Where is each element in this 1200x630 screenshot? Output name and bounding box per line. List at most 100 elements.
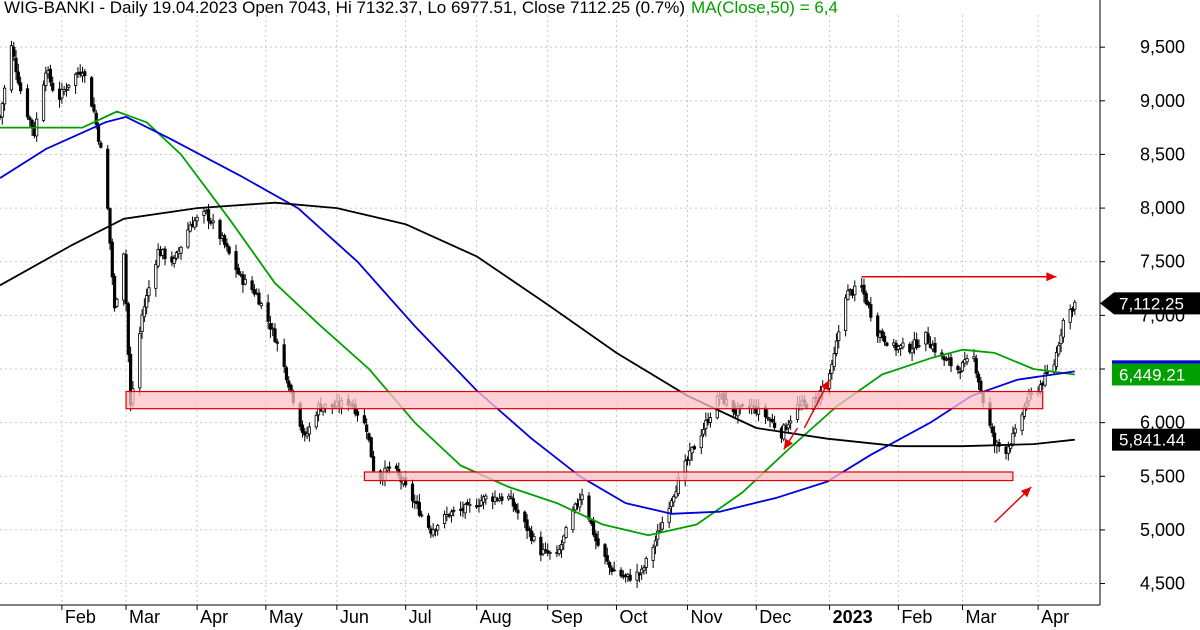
candle-body xyxy=(266,302,270,322)
candle-body xyxy=(862,284,866,295)
candle-body xyxy=(708,417,713,423)
candle-body xyxy=(250,280,254,291)
candle-body xyxy=(174,252,179,259)
x-tick-label: Mar xyxy=(966,607,997,627)
candlestick-series xyxy=(0,40,1077,588)
candle-body xyxy=(1070,308,1075,312)
candle-body xyxy=(594,533,598,542)
y-tick-label: 9,000 xyxy=(1140,91,1185,111)
candle-body xyxy=(92,104,96,112)
candle-body xyxy=(420,514,424,517)
candle-body xyxy=(1054,352,1059,367)
candle-body xyxy=(516,509,520,514)
x-tick-label: Feb xyxy=(65,607,96,627)
candle-body xyxy=(236,267,240,275)
y-tick-label: 5,500 xyxy=(1140,466,1185,486)
support-zone xyxy=(125,390,1044,410)
candle-body xyxy=(60,89,64,99)
candle-body xyxy=(770,418,774,423)
candle-body xyxy=(307,426,311,435)
candle-body xyxy=(869,304,873,318)
candle-body xyxy=(300,424,305,433)
candle-body xyxy=(145,295,149,308)
candle-body xyxy=(949,357,953,367)
candle-body xyxy=(202,210,206,216)
candle-body xyxy=(635,571,639,581)
candle-body xyxy=(644,558,648,568)
y-tick-label: 6,000 xyxy=(1140,413,1185,433)
candle-body xyxy=(880,330,884,339)
candle-body xyxy=(28,117,32,121)
candle-body xyxy=(640,568,644,574)
candle-body xyxy=(972,356,976,360)
candle-body xyxy=(431,529,435,536)
candle-body xyxy=(612,569,616,572)
candle-body xyxy=(186,229,190,248)
candle-body xyxy=(195,216,199,222)
candle-body xyxy=(846,290,850,300)
candle-body xyxy=(115,298,119,307)
candle-body xyxy=(2,87,7,105)
candle-body xyxy=(965,358,969,363)
annotation-arrow-head xyxy=(820,379,830,391)
candle-body xyxy=(259,303,263,307)
candle-body xyxy=(355,411,360,416)
candle-body xyxy=(284,367,289,381)
candle-body xyxy=(172,258,176,264)
candle-body xyxy=(417,502,421,516)
ma100-line xyxy=(0,116,1075,515)
candle-body xyxy=(44,72,48,86)
candle-body xyxy=(956,366,960,371)
candle-body xyxy=(848,289,852,291)
candle-body xyxy=(562,535,566,544)
candle-body xyxy=(653,540,658,547)
candle-body xyxy=(477,505,481,507)
candle-body xyxy=(222,235,227,245)
candle-body xyxy=(41,84,46,121)
candle-body xyxy=(74,73,78,86)
candle-body xyxy=(525,519,529,531)
candle-body xyxy=(834,340,839,354)
candle-body xyxy=(154,264,158,289)
candle-body xyxy=(882,335,887,343)
candle-body xyxy=(1073,301,1077,310)
candle-body xyxy=(1068,309,1072,323)
candle-body xyxy=(926,333,930,344)
candle-body xyxy=(110,241,114,278)
candle-body xyxy=(436,525,440,531)
candle-body xyxy=(287,380,291,388)
candle-body xyxy=(206,209,211,222)
candle-body xyxy=(704,420,708,429)
x-tick-label: Jun xyxy=(340,607,369,627)
candle-body xyxy=(211,220,215,224)
candle-body xyxy=(19,82,23,92)
candle-body xyxy=(509,496,513,499)
y-tick-label: 5,000 xyxy=(1140,520,1185,540)
candle-body xyxy=(876,315,880,337)
candle-body xyxy=(527,528,531,531)
header-ma-text: MA(Close,50) = 6,4 xyxy=(691,0,838,17)
candle-body xyxy=(789,420,793,424)
candle-body xyxy=(543,549,548,551)
candle-body xyxy=(786,424,790,429)
candle-body xyxy=(1011,433,1015,445)
candle-body xyxy=(452,509,456,512)
candle-body xyxy=(442,514,447,524)
candle-body xyxy=(142,306,146,318)
candle-body xyxy=(51,82,55,91)
annotation-arrow-head xyxy=(1046,272,1057,282)
candle-body xyxy=(0,103,4,118)
price-label-text: 5,841.44 xyxy=(1119,431,1185,450)
candle-body xyxy=(67,84,71,88)
chart-header: WIG-BANKI - Daily 19.04.2023 Open 7043, … xyxy=(4,0,838,17)
candle-body xyxy=(530,530,534,542)
candle-body xyxy=(688,450,692,461)
candle-body xyxy=(1020,414,1024,431)
candle-body xyxy=(853,285,857,296)
price-label-box xyxy=(1100,292,1200,315)
candle-body xyxy=(674,491,678,498)
candle-body xyxy=(656,530,660,540)
annotation-arrows xyxy=(783,272,1057,523)
candle-body xyxy=(974,358,978,374)
